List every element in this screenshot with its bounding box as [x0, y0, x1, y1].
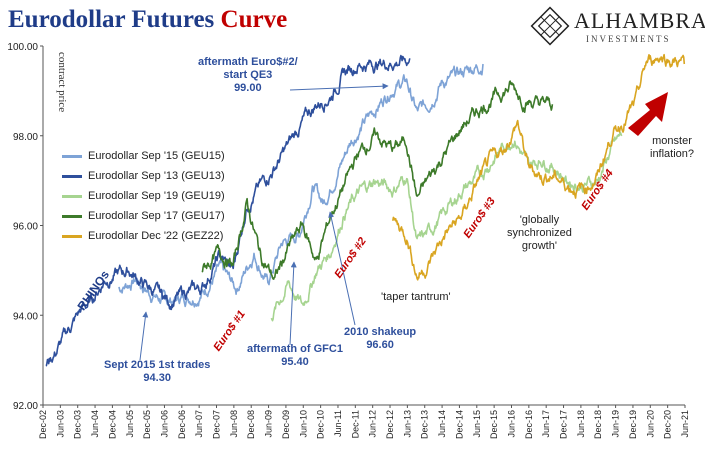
x-tick-label: Jun-19 — [611, 410, 621, 438]
series-line-1 — [45, 54, 411, 367]
logo-subtitle: INVESTMENTS — [586, 34, 671, 44]
y-tick-label: 96.00 — [13, 222, 38, 233]
x-tick-label: Jun-05 — [125, 410, 135, 438]
legend-label: Eurodollar Dec '22 (GEZ22) — [88, 230, 224, 242]
annotation-taper-tantrum: 'taper tantrum' — [381, 291, 451, 303]
x-tick-label: Dec-05 — [142, 410, 152, 439]
x-tick-label: Jun-17 — [541, 410, 551, 438]
y-tick-label: 100.00 — [7, 42, 38, 53]
x-tick-label: Dec-02 — [38, 410, 48, 439]
y-tick-label: 98.00 — [13, 132, 38, 143]
x-tick-label: Dec-12 — [385, 410, 395, 439]
annotation-synchronized-growth: 'globally synchronized growth' — [507, 214, 572, 252]
x-tick-label: Jun-13 — [402, 410, 412, 438]
x-tick-label: Dec-17 — [559, 410, 569, 439]
legend-item: Eurodollar Sep '17 (GEU17) — [62, 206, 225, 226]
x-tick-label: Dec-20 — [663, 410, 673, 439]
series-line-0 — [118, 63, 484, 308]
legend-item: Eurodollar Sep '19 (GEU19) — [62, 186, 225, 206]
x-tick-label: Jun-06 — [159, 410, 169, 438]
logo-name: ALHAMBRA — [574, 8, 705, 33]
x-tick-label: Dec-08 — [246, 410, 256, 439]
x-tick-label: Dec-10 — [316, 410, 326, 439]
series-line-4 — [392, 53, 686, 281]
x-tick-label: Jun-21 — [680, 410, 690, 438]
legend-label: Eurodollar Sep '15 (GEU15) — [88, 150, 225, 162]
series-layer — [45, 53, 686, 367]
arrow-qe3 — [289, 83, 389, 91]
legend-item: Eurodollar Dec '22 (GEZ22) — [62, 226, 225, 246]
x-tick-label: Dec-03 — [73, 410, 83, 439]
x-tick-label: Jun-12 — [368, 410, 378, 438]
x-tick-label: Dec-13 — [420, 410, 430, 439]
annotation-marks — [139, 83, 668, 361]
big-red-arrow-icon — [628, 92, 668, 136]
x-tick-label: Dec-18 — [593, 410, 603, 439]
annotation-monster-inflation: monster inflation? — [650, 135, 695, 160]
legend-label: Eurodollar Sep '17 (GEU17) — [88, 210, 225, 222]
annotation-2010-shakeup: 2010 shakeup 96.60 — [344, 326, 417, 351]
arrow-sept2015 — [139, 311, 149, 361]
x-tick-label: Jun-16 — [506, 410, 516, 438]
alhambra-logo: ALHAMBRA INVESTMENTS — [528, 4, 705, 48]
x-tick-label: Dec-04 — [107, 410, 117, 439]
chart-title: Eurodollar Futures Curve — [8, 6, 288, 33]
legend-label: Eurodollar Sep '13 (GEU13) — [88, 170, 225, 182]
x-tick-label: Jun-20 — [645, 410, 655, 438]
x-tick-label: Dec-07 — [212, 410, 222, 439]
legend-label: Eurodollar Sep '19 (GEU19) — [88, 190, 225, 202]
x-tick-label: Jun-11 — [333, 410, 343, 437]
arrow-2010-shakeup — [328, 211, 356, 326]
y-tick-label: 92.00 — [13, 401, 38, 412]
x-tick-label: Dec-14 — [454, 410, 464, 439]
x-tick-label: Jun-10 — [298, 410, 308, 438]
y-tick-label: 94.00 — [13, 311, 38, 322]
x-tick-label: Dec-15 — [489, 410, 499, 439]
x-tick-label: Jun-07 — [194, 410, 204, 438]
legend-swatch — [62, 234, 82, 238]
annotation-sept2015: Sept 2015 1st trades 94.30 — [104, 359, 211, 384]
axes: 92.00 94.00 96.00 98.00 100.00 Dec-02 Jun-03 De… — [7, 42, 690, 439]
legend-item: Eurodollar Sep '13 (GEU13) — [62, 166, 225, 186]
legend: Eurodollar Sep '15 (GEU15) Eurodollar Sep… — [62, 146, 225, 246]
x-tick-label: Dec-11 — [350, 410, 360, 438]
arrow-gfc1 — [289, 261, 297, 346]
y-axis-label: contract price — [56, 52, 68, 113]
x-tick-label: Dec-09 — [281, 410, 291, 439]
x-tick-label: Jun-18 — [576, 410, 586, 438]
legend-swatch — [62, 154, 82, 158]
legend-item: Eurodollar Sep '15 (GEU15) — [62, 146, 225, 166]
x-tick-label: Dec-16 — [524, 410, 534, 439]
legend-swatch — [62, 214, 82, 218]
legend-swatch — [62, 174, 82, 178]
x-tick-label: Jun-08 — [229, 410, 239, 438]
x-tick-label: Jun-03 — [55, 410, 65, 438]
x-tick-label: Jun-09 — [264, 410, 274, 438]
legend-swatch — [62, 194, 82, 198]
annotation-qe3: aftermath Euro$#2/start QE3 99.00 — [198, 56, 298, 94]
x-tick-label: Dec-19 — [628, 410, 638, 439]
x-tick-label: Jun-14 — [437, 410, 447, 438]
x-tick-label: Jun-04 — [90, 410, 100, 438]
x-tick-label: Dec-06 — [177, 410, 187, 439]
series-line-3 — [201, 80, 554, 280]
x-tick-label: Jun-15 — [472, 410, 482, 438]
logo-emblem-icon — [530, 6, 570, 46]
annotation-gfc1: aftermath of GFC1 95.40 — [247, 343, 343, 368]
